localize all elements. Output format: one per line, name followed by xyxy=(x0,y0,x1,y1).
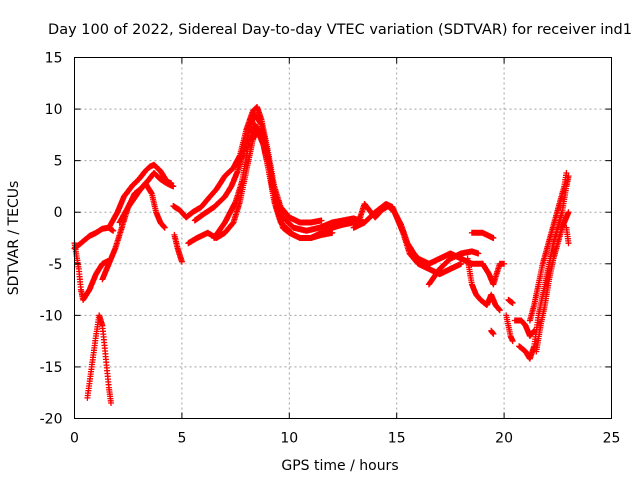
x-tick-label: 15 xyxy=(388,431,406,447)
data-point-series xyxy=(211,121,295,241)
grid-lines xyxy=(74,57,612,419)
data-point-series xyxy=(563,224,572,247)
data-point-series xyxy=(350,201,465,278)
data-point-series xyxy=(84,312,114,406)
y-axis-ticks: -20 -15 -10 -5 0 5 10 15 xyxy=(40,51,612,428)
data-point-series xyxy=(503,312,516,345)
data-point-series xyxy=(488,327,497,337)
data-point-series xyxy=(516,173,572,362)
y-tick-label: -10 xyxy=(40,308,63,324)
x-axis-ticks: 0 5 10 15 20 25 xyxy=(70,57,621,447)
chart-title: Day 100 of 2022, Sidereal Day-to-day VTE… xyxy=(48,22,632,38)
data-point-series xyxy=(511,317,538,339)
data-point-series xyxy=(116,180,168,231)
y-axis-label: SDTVAR / TECUs xyxy=(6,181,22,296)
plot-frame xyxy=(74,57,612,419)
data-point-series xyxy=(526,170,570,324)
data-point-series xyxy=(464,255,503,314)
x-tick-label: 10 xyxy=(280,431,298,447)
data-point-series xyxy=(425,248,482,288)
y-tick-label: -5 xyxy=(49,257,63,273)
data-point-series xyxy=(533,209,572,355)
y-tick-label: -20 xyxy=(40,412,63,428)
y-tick-label: 10 xyxy=(45,102,63,118)
y-tick-label: 5 xyxy=(54,154,63,170)
x-axis-label: GPS time / hours xyxy=(281,458,398,474)
data-point-series xyxy=(505,296,516,306)
x-tick-label: 20 xyxy=(495,431,513,447)
y-tick-label: 0 xyxy=(54,205,63,221)
y-tick-label: 15 xyxy=(45,51,63,67)
y-tick-label: -15 xyxy=(40,360,63,376)
data-point-series xyxy=(171,231,185,265)
x-tick-label: 5 xyxy=(177,431,186,447)
data-point-series xyxy=(468,229,497,241)
x-tick-label: 25 xyxy=(603,431,621,447)
data-point-series xyxy=(479,260,508,288)
x-tick-label: 0 xyxy=(70,431,79,447)
data-point-series xyxy=(105,161,175,231)
data-points xyxy=(71,104,572,406)
